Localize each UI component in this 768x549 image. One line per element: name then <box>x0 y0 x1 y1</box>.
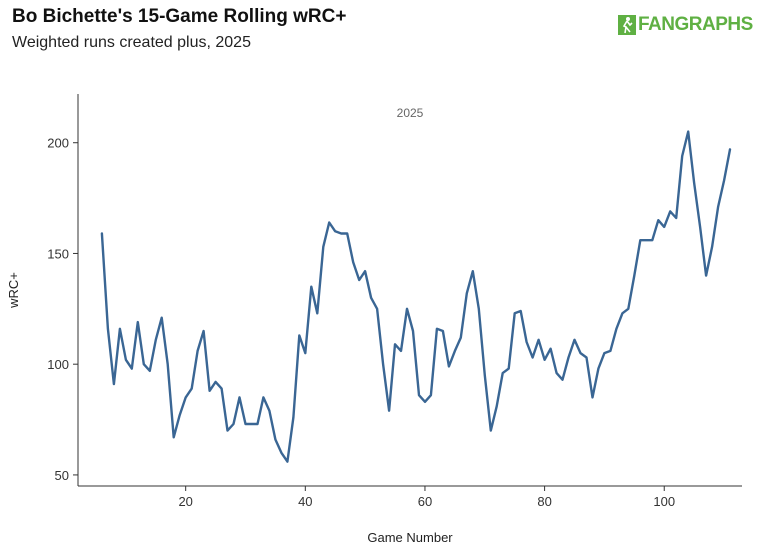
fangraphs-logo: FANGRAPHS <box>618 14 753 36</box>
y-axis: 50 100 150 200 <box>47 94 79 486</box>
y-tick-label: 50 <box>55 468 69 483</box>
x-tick-label: 80 <box>537 494 551 509</box>
panel-label: 2025 <box>397 106 424 120</box>
x-tick-label: 100 <box>653 494 675 509</box>
x-axis-label: Game Number <box>367 530 453 545</box>
y-tick-label: 150 <box>47 246 69 261</box>
y-tick-label: 100 <box>47 357 69 372</box>
fangraphs-logo-icon <box>618 15 636 35</box>
x-tick-label: 20 <box>178 494 192 509</box>
logo-text: FANGRAPHS <box>638 14 753 35</box>
y-axis-label: wRC+ <box>6 272 21 309</box>
series-line <box>100 130 732 463</box>
series-group <box>100 130 732 463</box>
chart-title: Bo Bichette's 15-Game Rolling wRC+ <box>12 6 347 27</box>
x-tick-label: 40 <box>298 494 312 509</box>
y-tick-label: 200 <box>47 136 69 151</box>
chart-subtitle: Weighted runs created plus, 2025 <box>12 34 251 51</box>
x-tick-label: 60 <box>418 494 432 509</box>
x-axis: 20 40 60 80 100 <box>78 485 742 509</box>
